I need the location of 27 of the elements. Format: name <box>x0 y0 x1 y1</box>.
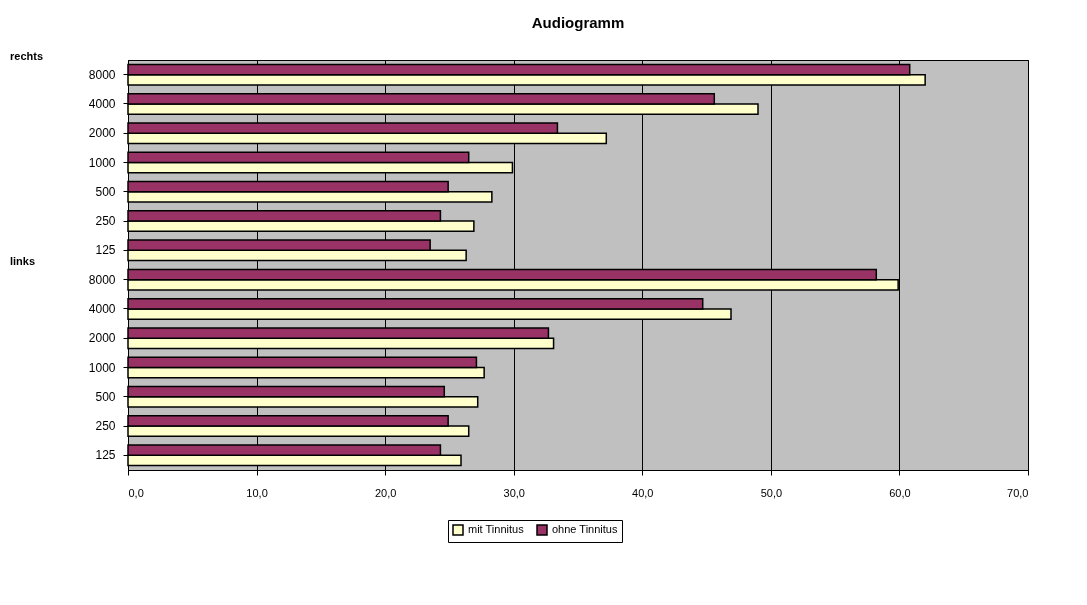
legend-label: mit Tinnitus <box>468 523 525 535</box>
text: rechts <box>10 49 44 62</box>
x-tick-label: 0,0 <box>128 486 144 499</box>
x-tick-label: 60,0 <box>889 486 911 499</box>
x-tick-label: 30,0 <box>503 486 525 499</box>
y-tick-label: 4000 <box>88 96 116 111</box>
y-tick-label: 125 <box>95 448 116 463</box>
x-tick-label: 40,0 <box>632 486 654 499</box>
y-tick-label: 2000 <box>88 126 116 141</box>
legend-label: ohne Tinnitus <box>552 523 618 535</box>
y-tick-label: 4000 <box>88 301 116 316</box>
y-tick-label: 125 <box>95 243 116 258</box>
y-tick-label: 250 <box>95 214 116 229</box>
x-tick-label: 70,0 <box>1007 486 1029 499</box>
chart-title: Audiogramm <box>531 13 625 31</box>
y-tick-label: 500 <box>95 389 116 404</box>
y-tick-label: 250 <box>95 419 116 434</box>
y-tick-label: 1000 <box>88 360 116 375</box>
y-tick-label: 8000 <box>88 272 116 287</box>
x-tick-label: 20,0 <box>374 486 397 499</box>
x-tick-label: 10,0 <box>246 486 268 499</box>
y-tick-label: 500 <box>95 184 116 199</box>
text: links <box>10 254 36 267</box>
y-tick-label: 2000 <box>88 331 116 346</box>
x-tick-label: 50,0 <box>760 486 783 499</box>
y-tick-label: 1000 <box>88 155 116 170</box>
y-tick-label: 8000 <box>88 67 116 82</box>
